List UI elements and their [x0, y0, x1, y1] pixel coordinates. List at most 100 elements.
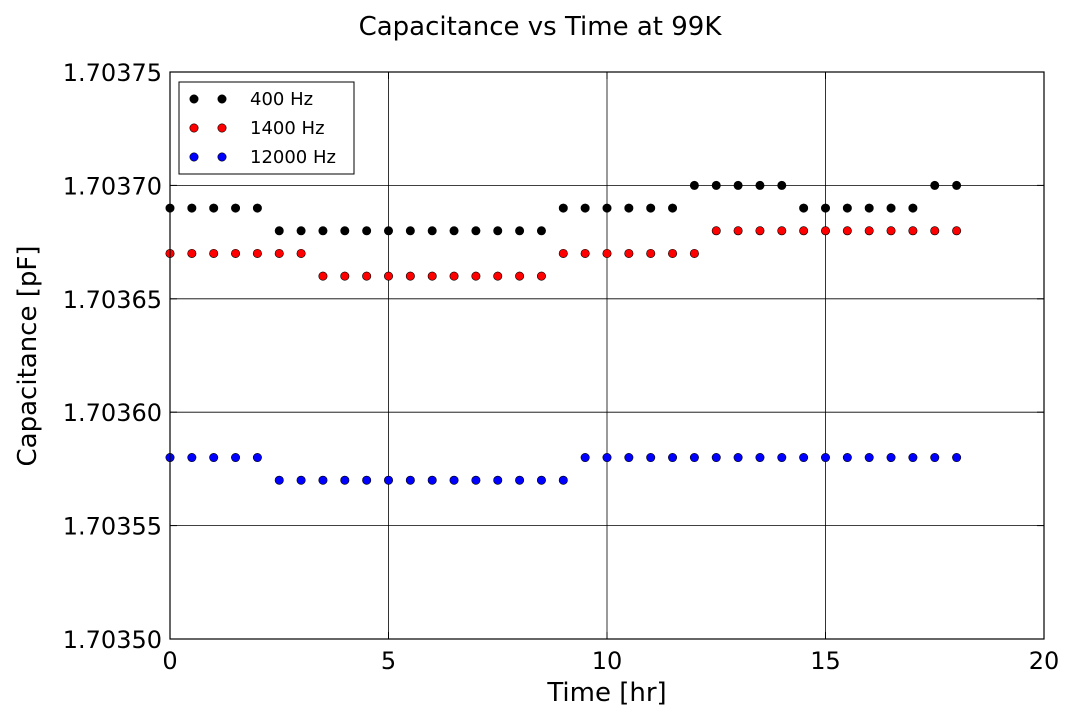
data-point: [274, 248, 284, 258]
data-point: [886, 203, 896, 213]
data-point: [471, 226, 481, 236]
data-point: [296, 475, 306, 485]
legend: 400 Hz 1400 Hz 12000 Hz: [178, 81, 355, 175]
legend-label: 12000 Hz: [250, 147, 336, 168]
data-point: [580, 248, 590, 258]
legend-marker: [217, 94, 227, 104]
legend-marker: [189, 152, 199, 162]
legend-marker: [189, 94, 199, 104]
x-axis-label: Time [hr]: [546, 678, 666, 708]
data-point: [668, 203, 678, 213]
y-tick-label: 1.70350: [63, 626, 162, 654]
data-point: [646, 453, 656, 463]
x-tick-label: 15: [810, 647, 841, 675]
data-point: [362, 475, 372, 485]
data-point: [602, 248, 612, 258]
legend-marker: [189, 123, 199, 133]
data-point: [733, 180, 743, 190]
data-point: [777, 180, 787, 190]
data-point: [668, 453, 678, 463]
data-point: [536, 475, 546, 485]
x-tick-labels: 0 5 10 15 20: [162, 647, 1059, 675]
legend-entry: 12000 Hz: [189, 147, 336, 168]
data-point: [624, 248, 634, 258]
data-point: [536, 226, 546, 236]
data-point: [493, 475, 503, 485]
data-point: [187, 453, 197, 463]
data-point: [952, 180, 962, 190]
data-point: [689, 248, 699, 258]
data-point: [908, 226, 918, 236]
y-tick-label: 1.70355: [63, 513, 162, 541]
data-point: [755, 226, 765, 236]
data-point: [252, 203, 262, 213]
data-point: [318, 271, 328, 281]
data-points: [165, 180, 962, 485]
legend-entry: 1400 Hz: [189, 118, 325, 139]
data-point: [383, 271, 393, 281]
data-point: [558, 248, 568, 258]
data-point: [842, 203, 852, 213]
data-point: [231, 203, 241, 213]
data-point: [318, 226, 328, 236]
data-point: [842, 453, 852, 463]
data-point: [427, 475, 437, 485]
data-point: [515, 271, 525, 281]
data-point: [820, 203, 830, 213]
data-point: [340, 271, 350, 281]
data-point: [820, 226, 830, 236]
data-point: [449, 226, 459, 236]
data-point: [427, 226, 437, 236]
data-point: [383, 475, 393, 485]
legend-marker: [217, 152, 227, 162]
data-point: [187, 203, 197, 213]
data-point: [252, 248, 262, 258]
data-point: [209, 453, 219, 463]
data-point: [515, 226, 525, 236]
data-point: [362, 226, 372, 236]
data-point: [405, 475, 415, 485]
series-1-points: [165, 226, 962, 281]
data-point: [493, 271, 503, 281]
data-point: [515, 475, 525, 485]
data-point: [449, 475, 459, 485]
data-point: [187, 248, 197, 258]
data-point: [231, 248, 241, 258]
data-point: [711, 180, 721, 190]
data-point: [842, 226, 852, 236]
axis-ticks: [169, 71, 1045, 640]
data-point: [864, 203, 874, 213]
x-tick-label: 10: [592, 647, 623, 675]
data-point: [733, 226, 743, 236]
legend-label: 1400 Hz: [250, 118, 325, 139]
data-point: [952, 226, 962, 236]
data-point: [799, 203, 809, 213]
data-point: [733, 453, 743, 463]
data-point: [952, 453, 962, 463]
y-tick-label: 1.70365: [63, 286, 162, 314]
y-tick-label: 1.70375: [63, 59, 162, 87]
data-point: [405, 271, 415, 281]
data-point: [799, 226, 809, 236]
x-tick-label: 5: [381, 647, 396, 675]
data-point: [209, 248, 219, 258]
data-point: [624, 453, 634, 463]
chart-title: Capacitance vs Time at 99K: [359, 12, 723, 42]
y-tick-label: 1.70370: [63, 172, 162, 200]
data-point: [755, 180, 765, 190]
legend-label: 400 Hz: [250, 89, 313, 110]
data-point: [930, 226, 940, 236]
data-point: [558, 203, 568, 213]
data-point: [580, 203, 590, 213]
data-point: [624, 203, 634, 213]
data-point: [274, 475, 284, 485]
data-point: [886, 226, 896, 236]
data-point: [471, 271, 481, 281]
data-point: [864, 453, 874, 463]
data-point: [340, 226, 350, 236]
data-point: [209, 203, 219, 213]
data-point: [602, 453, 612, 463]
legend-entry: 400 Hz: [189, 89, 313, 110]
